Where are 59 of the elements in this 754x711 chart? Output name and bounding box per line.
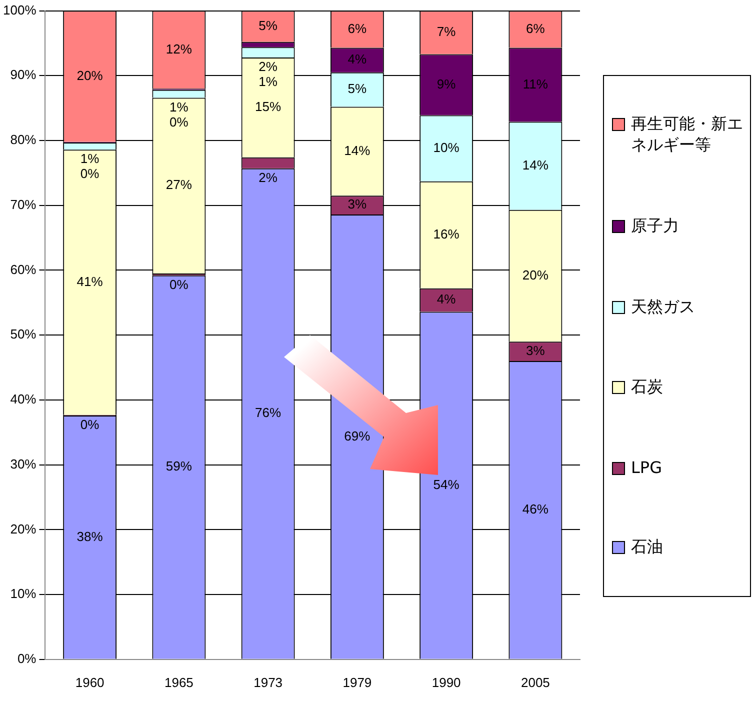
x-tick-label: 1973 xyxy=(254,674,283,690)
legend-label: 石油 xyxy=(631,537,663,558)
data-label: 7% xyxy=(436,24,456,40)
y-tick-label: 60% xyxy=(10,262,37,277)
data-label: 3% xyxy=(348,196,368,212)
data-label: 27% xyxy=(166,177,192,192)
data-label: 14% xyxy=(522,157,549,172)
data-label: 1% xyxy=(258,74,278,90)
y-tick-label: 70% xyxy=(10,196,37,212)
y-tick-label: 40% xyxy=(10,392,37,407)
legend-label: 天然ガス xyxy=(631,296,695,318)
y-tick-label: 90% xyxy=(10,67,37,82)
data-label: 1% xyxy=(80,151,100,166)
y-tick-label: 100% xyxy=(3,2,37,18)
y-tick-label: 80% xyxy=(10,132,37,148)
data-label: 0% xyxy=(170,277,189,292)
data-label: 6% xyxy=(348,20,368,36)
y-tick-label: 30% xyxy=(10,456,37,472)
data-label: 5% xyxy=(258,18,278,33)
data-label: 3% xyxy=(526,342,546,358)
y-tick-label: 50% xyxy=(10,326,37,342)
data-label: 0% xyxy=(80,166,100,182)
data-label: 38% xyxy=(76,528,104,544)
y-tick-label: 0% xyxy=(17,650,37,666)
data-label: 46% xyxy=(522,502,549,517)
data-label: 16% xyxy=(433,226,460,242)
legend-label: 石炭 xyxy=(631,377,663,398)
data-label: 5% xyxy=(348,81,368,96)
data-label: 41% xyxy=(76,274,104,289)
data-label: 76% xyxy=(255,405,282,420)
y-tick-label: 10% xyxy=(10,586,37,602)
legend-label: 再生可能・新エネルギー等 xyxy=(631,114,744,156)
data-label: 14% xyxy=(344,142,371,158)
data-label: 11% xyxy=(522,76,548,92)
data-label: 0% xyxy=(170,114,189,130)
legend-label: LPG xyxy=(631,458,662,478)
x-tick-label: 2005 xyxy=(520,674,550,690)
x-tick-label: 1979 xyxy=(342,674,372,690)
data-label: 1% xyxy=(170,99,189,114)
data-label: 20% xyxy=(522,267,549,282)
data-label: 54% xyxy=(433,476,460,492)
x-tick-label: 1965 xyxy=(164,674,194,690)
data-label: 2% xyxy=(258,59,278,74)
data-label: 9% xyxy=(436,76,456,92)
data-label: 20% xyxy=(76,68,104,83)
data-label: 4% xyxy=(348,52,368,67)
data-label: 69% xyxy=(344,428,371,444)
legend-label: 原子力 xyxy=(631,216,679,237)
data-label: 10% xyxy=(433,140,460,155)
data-label: 2% xyxy=(258,170,278,185)
data-label: 12% xyxy=(166,41,192,56)
x-tick-label: 1960 xyxy=(75,674,104,690)
data-label: 15% xyxy=(255,99,282,114)
y-tick-label: 20% xyxy=(10,521,37,536)
data-label: 6% xyxy=(526,20,546,36)
x-tick-label: 1990 xyxy=(432,674,461,690)
data-label: 59% xyxy=(166,458,192,474)
data-label: 4% xyxy=(436,292,456,307)
data-label: 0% xyxy=(80,417,100,432)
